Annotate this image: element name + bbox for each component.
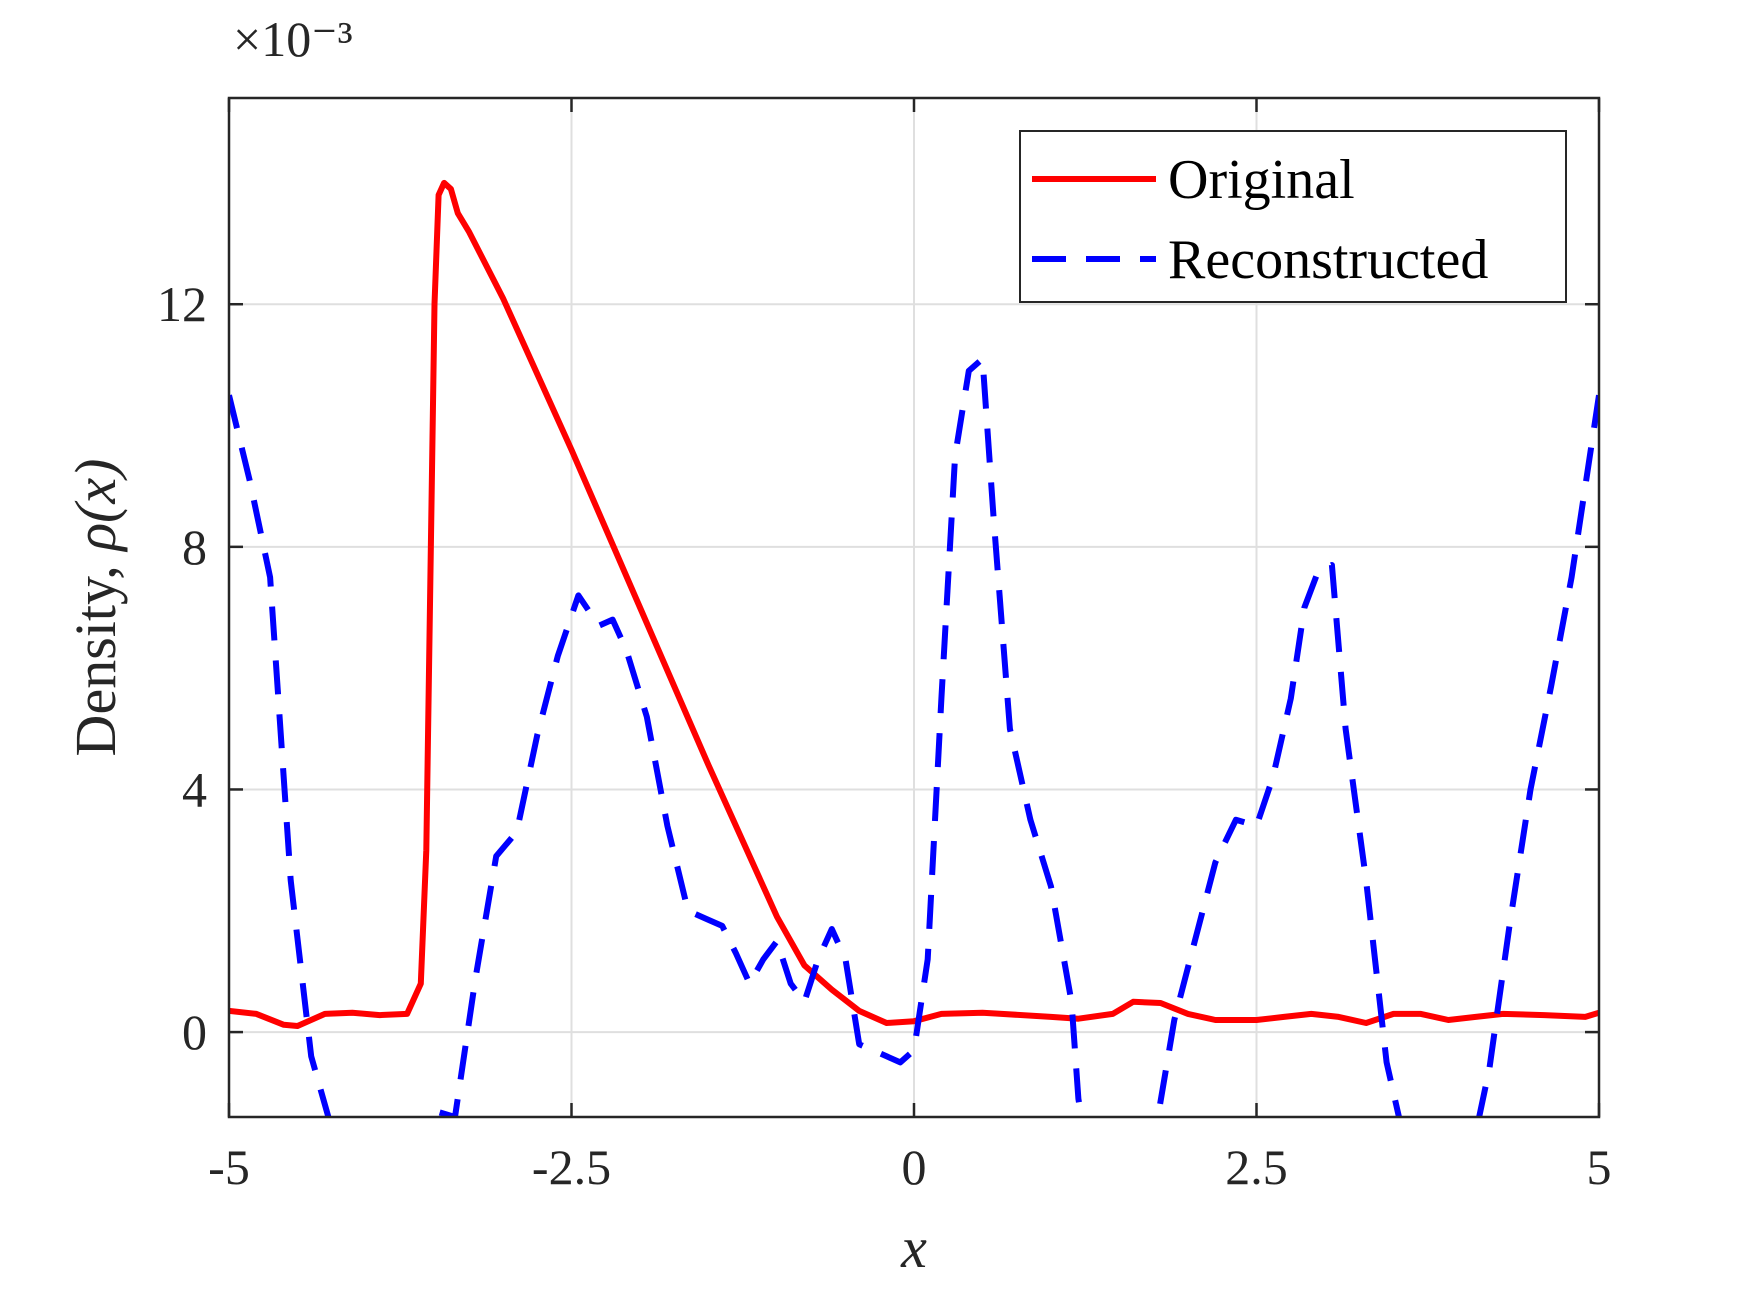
y-tick-label: 0 — [182, 1004, 207, 1060]
x-tick-label: -2.5 — [532, 1139, 611, 1195]
y-tick-label: 4 — [182, 761, 207, 817]
legend-label-original: Original — [1168, 149, 1355, 211]
y-exponent-label: ×10⁻³ — [233, 11, 353, 67]
legend-label-reconstructed: Reconstructed — [1168, 229, 1488, 291]
x-axis-title: x — [900, 1215, 927, 1280]
axis-ticks — [227, 98, 1601, 1117]
y-tick-label: 8 — [182, 519, 207, 575]
legend-box — [1019, 130, 1567, 303]
series-layer — [229, 179, 1599, 1117]
legend: Original Reconstructed — [1019, 130, 1567, 303]
series-line-original — [229, 179, 1599, 1029]
x-tick-label: 0 — [902, 1139, 927, 1195]
y-axis-title-prefix: Density, — [63, 551, 128, 757]
series-line-reconstructed — [229, 355, 1599, 1117]
x-tick-label: 5 — [1587, 1139, 1612, 1195]
y-axis-title-math: ρ(x) — [63, 459, 128, 553]
y-axis-title: Density, ρ(x) — [63, 459, 128, 757]
y-tick-label: 12 — [157, 276, 207, 332]
x-tick-label: 2.5 — [1225, 1139, 1288, 1195]
x-tick-label: -5 — [208, 1139, 250, 1195]
